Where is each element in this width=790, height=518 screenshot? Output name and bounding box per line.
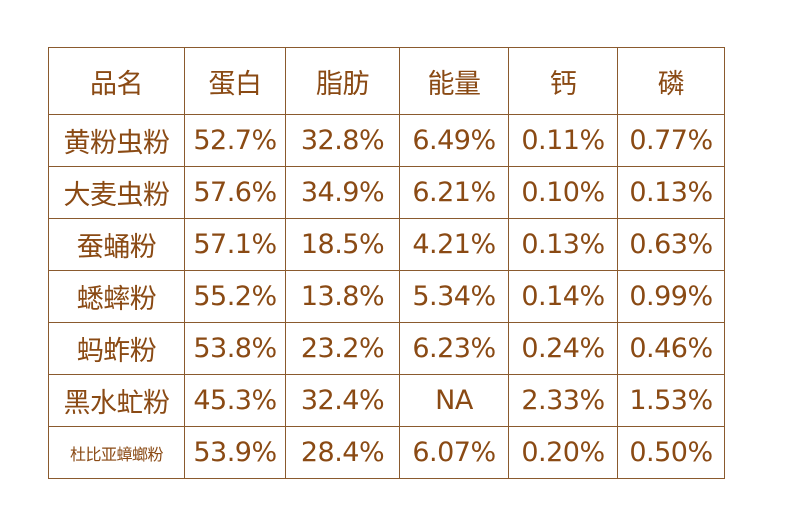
fat-cell: 13.8% xyxy=(285,270,400,323)
energy-cell: NA xyxy=(399,374,509,427)
row-name: 蟋蟀粉 xyxy=(48,270,185,323)
table-row: 黑水虻粉 45.3% 32.4% NA 2.33% 1.53% xyxy=(48,374,725,427)
header-calcium: 钙 xyxy=(508,47,618,115)
fat-cell: 34.9% xyxy=(285,166,400,219)
row-name: 杜比亚蟑螂粉 xyxy=(48,426,185,479)
energy-cell: 6.21% xyxy=(399,166,509,219)
phosphorus-cell: 0.77% xyxy=(617,114,725,167)
row-name: 蚕蛹粉 xyxy=(48,218,185,271)
fat-cell: 32.8% xyxy=(285,114,400,167)
header-energy: 能量 xyxy=(399,47,509,115)
fat-cell: 23.2% xyxy=(285,322,400,375)
row-name: 蚂蚱粉 xyxy=(48,322,185,375)
calcium-cell: 0.13% xyxy=(508,218,618,271)
energy-cell: 6.07% xyxy=(399,426,509,479)
energy-cell: 6.23% xyxy=(399,322,509,375)
energy-cell: 4.21% xyxy=(399,218,509,271)
phosphorus-cell: 0.63% xyxy=(617,218,725,271)
table-header-row: 品名 蛋白 脂肪 能量 钙 磷 xyxy=(48,47,725,115)
header-product-name: 品名 xyxy=(48,47,185,115)
calcium-cell: 0.10% xyxy=(508,166,618,219)
table-row: 黄粉虫粉 52.7% 32.8% 6.49% 0.11% 0.77% xyxy=(48,114,725,167)
row-name: 黑水虻粉 xyxy=(48,374,185,427)
row-name: 大麦虫粉 xyxy=(48,166,185,219)
row-name: 黄粉虫粉 xyxy=(48,114,185,167)
energy-cell: 6.49% xyxy=(399,114,509,167)
table-row: 杜比亚蟑螂粉 53.9% 28.4% 6.07% 0.20% 0.50% xyxy=(48,426,725,479)
phosphorus-cell: 0.50% xyxy=(617,426,725,479)
header-protein: 蛋白 xyxy=(184,47,286,115)
protein-cell: 53.8% xyxy=(184,322,286,375)
protein-cell: 55.2% xyxy=(184,270,286,323)
fat-cell: 32.4% xyxy=(285,374,400,427)
fat-cell: 18.5% xyxy=(285,218,400,271)
calcium-cell: 2.33% xyxy=(508,374,618,427)
table-row: 蚕蛹粉 57.1% 18.5% 4.21% 0.13% 0.63% xyxy=(48,218,725,271)
protein-cell: 52.7% xyxy=(184,114,286,167)
fat-cell: 28.4% xyxy=(285,426,400,479)
phosphorus-cell: 1.53% xyxy=(617,374,725,427)
energy-cell: 5.34% xyxy=(399,270,509,323)
nutrition-table-container: 品名 蛋白 脂肪 能量 钙 磷 黄粉虫粉 52.7% 32.8% 6.49% 0… xyxy=(48,47,725,479)
calcium-cell: 0.14% xyxy=(508,270,618,323)
phosphorus-cell: 0.13% xyxy=(617,166,725,219)
calcium-cell: 0.24% xyxy=(508,322,618,375)
nutrition-table: 品名 蛋白 脂肪 能量 钙 磷 黄粉虫粉 52.7% 32.8% 6.49% 0… xyxy=(48,47,725,479)
header-fat: 脂肪 xyxy=(285,47,400,115)
table-row: 大麦虫粉 57.6% 34.9% 6.21% 0.10% 0.13% xyxy=(48,166,725,219)
table-row: 蚂蚱粉 53.8% 23.2% 6.23% 0.24% 0.46% xyxy=(48,322,725,375)
phosphorus-cell: 0.99% xyxy=(617,270,725,323)
table-row: 蟋蟀粉 55.2% 13.8% 5.34% 0.14% 0.99% xyxy=(48,270,725,323)
protein-cell: 53.9% xyxy=(184,426,286,479)
phosphorus-cell: 0.46% xyxy=(617,322,725,375)
protein-cell: 57.1% xyxy=(184,218,286,271)
header-phosphorus: 磷 xyxy=(617,47,725,115)
calcium-cell: 0.11% xyxy=(508,114,618,167)
protein-cell: 57.6% xyxy=(184,166,286,219)
calcium-cell: 0.20% xyxy=(508,426,618,479)
protein-cell: 45.3% xyxy=(184,374,286,427)
